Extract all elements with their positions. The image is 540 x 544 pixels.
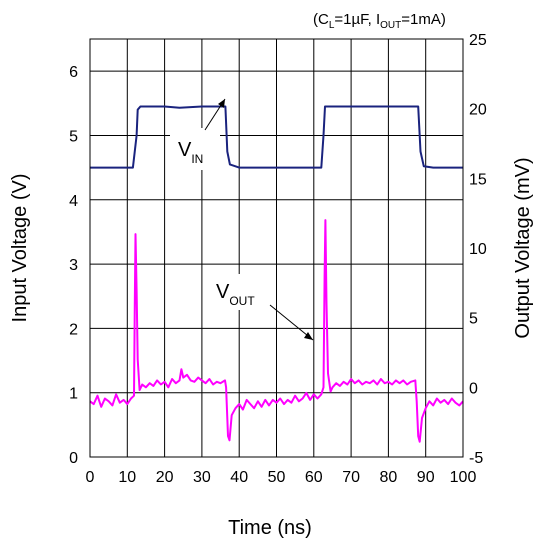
x-tick-label: 20 <box>156 469 174 486</box>
x-tick-label: 10 <box>118 469 136 486</box>
y-right-tick-label: 0 <box>469 380 478 397</box>
y-left-tick-label: 3 <box>69 257 78 274</box>
grid <box>90 39 463 457</box>
y-right-tick-label: 20 <box>469 102 487 119</box>
x-tick-label: 50 <box>268 469 286 486</box>
vin-label: VIN <box>178 139 203 166</box>
y-left-tick-label: 1 <box>69 386 78 403</box>
x-tick-label: 30 <box>193 469 211 486</box>
y-axis-right-title: Output Voltage (mV) <box>512 157 534 338</box>
x-tick-label: 0 <box>86 469 95 486</box>
y-axis-left-title: Input Voltage (V) <box>9 174 31 323</box>
y-right-tick-label: -5 <box>469 450 483 467</box>
y-left-tick-label: 5 <box>69 128 78 145</box>
vout-label-bg <box>208 274 270 310</box>
series-line-v-in <box>90 105 463 169</box>
x-tick-label: 60 <box>305 469 323 486</box>
x-tick-label: 80 <box>380 469 398 486</box>
y-right-tick-label: 10 <box>469 241 487 258</box>
test-condition: (CL=1µF, IOUT=1mA) <box>313 11 446 31</box>
y-left-tick-label: 0 <box>69 450 78 467</box>
tick-labels: 0 10 20 30 40 50 60 70 80 90 100 0 1 2 3 4 5 6 -5 0 5 10 15 20 2… <box>69 32 487 486</box>
plot-frame <box>89 38 464 458</box>
y-right-tick-label: 15 <box>469 171 487 188</box>
y-left-tick-label: 4 <box>69 193 78 210</box>
y-left-tick-label: 2 <box>69 321 78 338</box>
y-right-tick-label: 5 <box>469 311 478 328</box>
x-tick-label: 40 <box>230 469 248 486</box>
vin-label-bg <box>170 128 220 170</box>
x-tick-label: 90 <box>417 469 435 486</box>
x-tick-label: 70 <box>342 469 360 486</box>
series-line-v-out <box>89 219 464 443</box>
x-axis-title: Time (ns) <box>228 517 312 539</box>
vout-label: VOUT <box>216 281 255 308</box>
vout-arrow <box>269 304 314 341</box>
vout-arrowhead <box>304 332 313 340</box>
x-tick-label: 100 <box>450 469 477 486</box>
y-right-tick-label: 25 <box>469 32 487 49</box>
vin-arrowhead <box>218 99 225 108</box>
series-layer <box>89 105 464 443</box>
y-left-tick-label: 6 <box>69 64 78 81</box>
